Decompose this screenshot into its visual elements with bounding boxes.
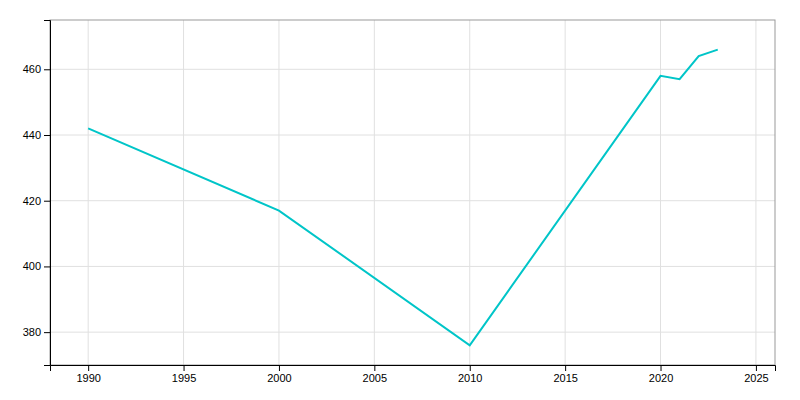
y-axis-line bbox=[44, 21, 51, 366]
x-axis: 1990 1995 2000 2005 2010 2015 2020 2025 bbox=[51, 365, 776, 384]
x-grid-line bbox=[278, 20, 279, 365]
y-grid-line bbox=[50, 266, 775, 267]
x-grid-line bbox=[88, 20, 89, 365]
y-tick-mark bbox=[44, 201, 50, 202]
y-tick: 380 bbox=[23, 326, 50, 338]
x-tick-label: 1995 bbox=[172, 372, 196, 384]
x-axis-line bbox=[51, 366, 776, 372]
x-tick-mark bbox=[565, 365, 566, 371]
x-tick-mark bbox=[279, 365, 280, 371]
x-tick: 2010 bbox=[458, 365, 482, 384]
line bbox=[88, 50, 718, 346]
y-grid-line bbox=[50, 200, 775, 201]
y-grid-line bbox=[50, 69, 775, 70]
x-grid-line bbox=[374, 20, 375, 365]
y-tick-mark bbox=[44, 332, 50, 333]
x-tick-mark bbox=[470, 365, 471, 371]
y-grid-line bbox=[50, 332, 775, 333]
y-tick-label: 400 bbox=[23, 260, 41, 272]
y-tick: 400 bbox=[23, 260, 50, 272]
y-tick-mark bbox=[44, 69, 50, 70]
x-tick-label: 2005 bbox=[363, 372, 387, 384]
x-tick: 2000 bbox=[267, 365, 291, 384]
x-grid-line bbox=[565, 20, 566, 365]
x-tick-label: 2025 bbox=[744, 372, 768, 384]
plot-frame bbox=[50, 20, 775, 365]
y-grid-line bbox=[50, 135, 775, 136]
y-tick-label: 380 bbox=[23, 326, 41, 338]
y-axis: 380 400 420 440 460 bbox=[23, 21, 51, 366]
y-tick-mark bbox=[44, 266, 50, 267]
x-tick-mark bbox=[661, 365, 662, 371]
x-grid-line bbox=[755, 20, 756, 365]
y-tick: 420 bbox=[23, 195, 50, 207]
x-tick-label: 2000 bbox=[267, 372, 291, 384]
chart: 1990 1995 2000 2005 2010 2015 2020 2025 380 400 42… bbox=[0, 0, 800, 400]
y-tick: 460 bbox=[23, 63, 50, 75]
grid bbox=[50, 20, 775, 365]
x-tick-mark bbox=[374, 365, 375, 371]
x-grid-line bbox=[469, 20, 470, 365]
x-grid-line bbox=[183, 20, 184, 365]
x-tick: 1990 bbox=[76, 365, 100, 384]
x-tick: 2025 bbox=[744, 365, 768, 384]
y-tick-mark bbox=[44, 135, 50, 136]
y-tick: 440 bbox=[23, 129, 50, 141]
y-tick-label: 420 bbox=[23, 195, 41, 207]
x-tick: 2005 bbox=[363, 365, 387, 384]
x-tick-label: 2020 bbox=[649, 372, 673, 384]
y-tick-label: 460 bbox=[23, 63, 41, 75]
x-tick: 1995 bbox=[172, 365, 196, 384]
x-tick-mark bbox=[756, 365, 757, 371]
x-tick: 2020 bbox=[649, 365, 673, 384]
x-tick-mark bbox=[88, 365, 89, 371]
y-tick-label: 440 bbox=[23, 129, 41, 141]
x-tick-mark bbox=[184, 365, 185, 371]
x-tick-label: 1990 bbox=[76, 372, 100, 384]
x-grid-line bbox=[660, 20, 661, 365]
x-tick: 2015 bbox=[553, 365, 577, 384]
x-tick-label: 2015 bbox=[553, 372, 577, 384]
x-tick-label: 2010 bbox=[458, 372, 482, 384]
marks bbox=[88, 50, 718, 346]
plot: 1990 1995 2000 2005 2010 2015 2020 2025 380 400 42… bbox=[23, 20, 776, 384]
